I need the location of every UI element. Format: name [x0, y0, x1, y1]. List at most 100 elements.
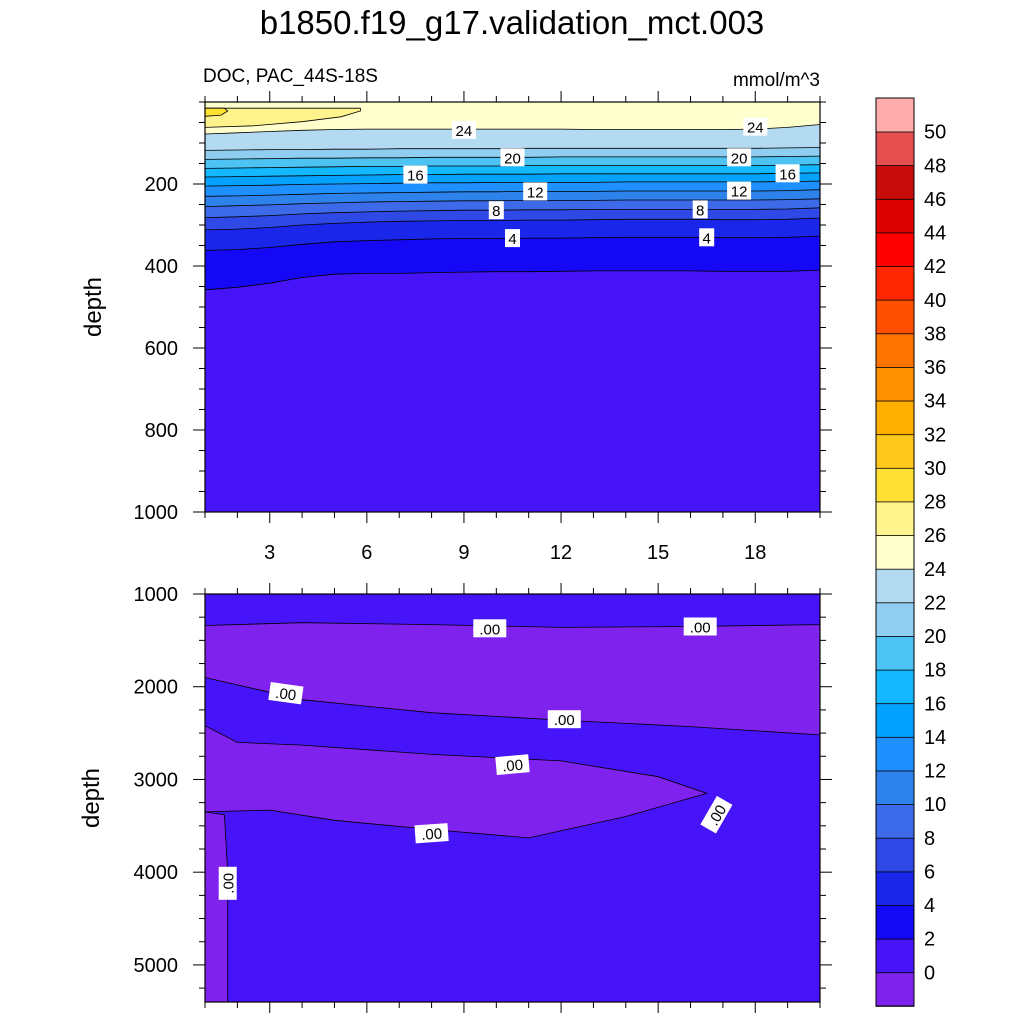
contour-label-text: 12: [527, 184, 544, 201]
contour-line: [205, 189, 820, 197]
colorbar-label: 36: [924, 357, 946, 379]
colorbar-swatch: [875, 366, 915, 402]
colorbar-label: 44: [924, 223, 946, 245]
contour-label-box: [403, 165, 428, 184]
colorbar-label: 10: [924, 794, 946, 816]
contour-band: [205, 622, 820, 736]
contour-label-box: [727, 148, 752, 167]
contour-line: [205, 217, 820, 231]
contour-label: .00: [268, 681, 304, 705]
colorbar-swatch: [875, 770, 915, 805]
contour-label: 24: [451, 120, 476, 140]
colorbar-swatch: [875, 232, 915, 267]
colorbar-label: 42: [924, 256, 946, 278]
contour-label-box: [547, 710, 581, 729]
x-tick-label: 9: [458, 542, 469, 564]
contour-label-box: [505, 229, 520, 248]
colorbar-label: 6: [924, 862, 935, 884]
colorbar-label: 22: [924, 592, 946, 614]
colorbar-swatch: [875, 131, 915, 167]
chart-title: b1850.f19_g17.validation_mct.003: [259, 4, 765, 41]
contour-band: [205, 107, 229, 117]
contour-band: [205, 811, 229, 1002]
contour-label-box: [473, 619, 507, 638]
contour-label-box: [700, 795, 733, 834]
contour-label: 16: [775, 164, 800, 183]
colorbar-label: 50: [924, 122, 946, 144]
y-tick-label: 800: [145, 420, 178, 442]
colorbar-label: 12: [924, 761, 946, 783]
contour-label: 24: [743, 117, 768, 137]
contour-label-text: .00: [501, 757, 523, 776]
contour-label-box: [268, 681, 304, 705]
contour-label-text: 16: [779, 166, 796, 183]
contour-line: [205, 207, 820, 218]
contour-line: [205, 198, 820, 207]
contour-label: .00: [547, 710, 581, 729]
colorbar-label: 0: [924, 962, 935, 984]
colorbar-swatch: [875, 904, 915, 940]
colorbar-swatch: [875, 164, 915, 200]
colorbar-label: 38: [924, 323, 946, 345]
colorbar-label: 30: [924, 458, 946, 480]
colorbar-label: 40: [924, 290, 946, 312]
contour-label-text: .00: [554, 712, 575, 729]
x-tick-label: 18: [744, 542, 766, 564]
colorbar-swatch: [875, 736, 915, 772]
contour-line: [205, 269, 820, 291]
contour-line: [205, 172, 820, 178]
y-axis-label: depth: [78, 768, 105, 828]
lower-panel: .00.00.00.00.00.00.00.001000200030004000…: [78, 583, 832, 1013]
colorbar-swatch: [875, 433, 915, 469]
contour-label: .00: [683, 617, 717, 637]
colorbar-label: 32: [924, 424, 946, 446]
colorbar-frame: [875, 97, 915, 1007]
contour-label-box: [683, 617, 717, 636]
contour-label-box: [500, 148, 525, 167]
contour-label-text: 24: [747, 120, 764, 137]
colorbar-swatch: [875, 938, 915, 974]
x-tick-label: 3: [264, 542, 275, 564]
colorbar-swatch: [875, 97, 915, 133]
contour-label-text: 8: [696, 202, 704, 219]
contour-label: 4: [505, 229, 520, 248]
colorbar-swatch: [875, 400, 915, 436]
contour-label-text: 12: [731, 184, 748, 201]
contour-label: .00: [414, 823, 449, 844]
colorbar-label: 16: [924, 693, 946, 715]
plot-frame: [204, 593, 821, 1003]
contour-label-text: .00: [274, 685, 297, 705]
contour-label-box: [523, 182, 548, 201]
colorbar-label: 20: [924, 626, 946, 648]
colorbar-label: 28: [924, 492, 946, 514]
colorbar-swatch: [875, 299, 915, 335]
contour-label-box: [495, 754, 530, 776]
contour-band: [205, 107, 361, 128]
variable-label: DOC, PAC_44S-18S: [203, 66, 378, 87]
contour-line: [205, 180, 820, 187]
contour-label: .00: [473, 619, 507, 638]
contour-label: 16: [403, 165, 428, 185]
colorbar-label: 8: [924, 828, 935, 850]
y-tick-label: 3000: [134, 769, 179, 791]
y-tick-label: 4000: [134, 862, 179, 884]
colorbar-swatch: [875, 568, 915, 604]
colorbar-swatch: [875, 803, 915, 839]
contour-line: [205, 124, 820, 135]
contour-label-text: .00: [479, 621, 500, 638]
contour-label-box: [727, 181, 752, 200]
colorbar-label: 14: [924, 727, 946, 749]
colorbar-swatch: [875, 635, 915, 671]
contour-label-text: 8: [492, 203, 500, 220]
colorbar: 0246810121416182022242628303234363840424…: [875, 97, 946, 1007]
colorbar-swatch: [875, 702, 915, 738]
contour-label: 8: [692, 200, 708, 219]
x-tick-label: 12: [550, 542, 572, 564]
colorbar-swatch: [875, 265, 915, 301]
y-tick-label: 5000: [134, 955, 179, 977]
contour-label: 12: [727, 181, 752, 201]
x-tick-label: 6: [361, 542, 372, 564]
colorbar-label: 24: [924, 559, 946, 581]
contour-label: 4: [699, 228, 715, 247]
